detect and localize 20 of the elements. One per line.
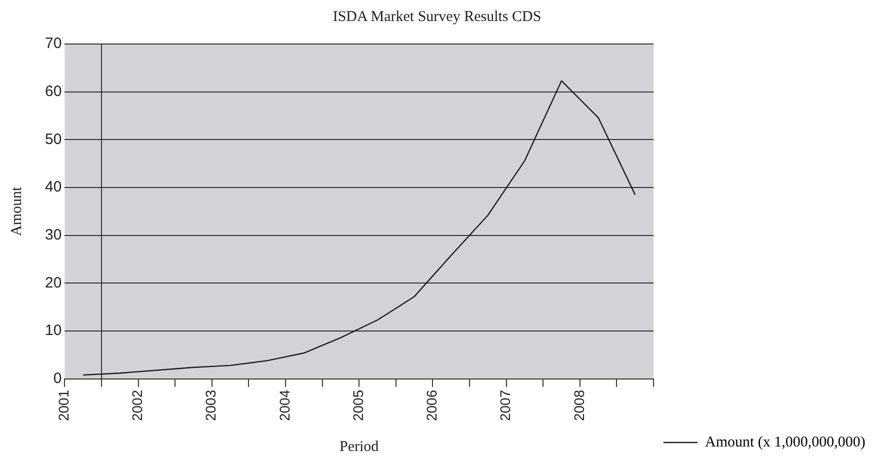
- y-tick-label: 60: [44, 82, 62, 100]
- x-tick-label: 2002: [129, 390, 146, 422]
- y-axis-title: Amount: [8, 186, 25, 236]
- x-tick-label: 2001: [56, 390, 72, 422]
- x-tick-label: 2008: [570, 390, 587, 422]
- x-tick-label: 2005: [350, 390, 366, 422]
- legend-label: Amount (x 1,000,000,000): [705, 434, 866, 450]
- x-axis-title: Period: [340, 438, 380, 455]
- x-tick-label: 2007: [497, 390, 514, 422]
- y-tick-label: 0: [53, 370, 62, 387]
- chart-title: ISDA Market Survey Results CDS: [332, 8, 542, 25]
- y-tick-label: 50: [44, 130, 62, 148]
- y-tick-label: 30: [44, 226, 62, 244]
- x-tick-label: 2003: [202, 390, 219, 422]
- y-tick-label: 70: [44, 35, 62, 52]
- y-tick-label: 20: [44, 274, 62, 292]
- y-tick-label: 10: [44, 322, 62, 340]
- x-tick-label: 2004: [276, 390, 292, 422]
- x-tick-label: 2006: [424, 390, 440, 422]
- y-tick-label: 40: [44, 178, 62, 196]
